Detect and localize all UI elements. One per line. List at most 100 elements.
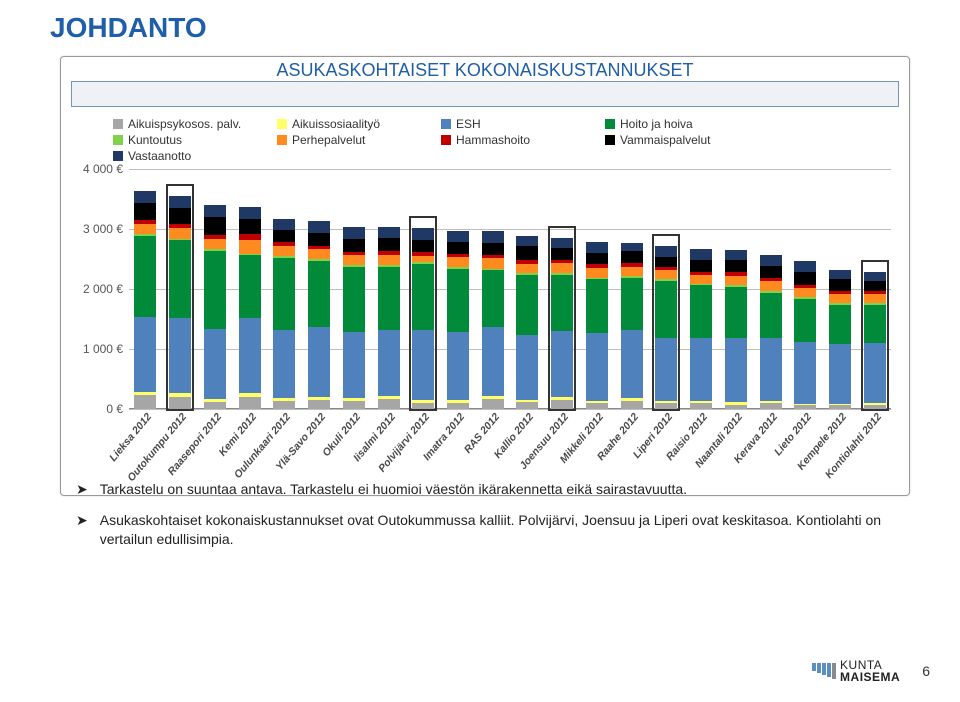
legend-label: Perhepalvelut	[292, 133, 365, 147]
bar-slot	[858, 169, 891, 409]
bar-segment	[551, 400, 573, 409]
bar-slot	[476, 169, 509, 409]
logo-bars-icon	[812, 663, 836, 679]
bar	[482, 231, 504, 409]
bar	[516, 236, 538, 409]
bar-segment	[725, 338, 747, 402]
bar-segment	[551, 275, 573, 331]
bar-segment	[621, 267, 643, 277]
bar	[273, 219, 295, 409]
legend-swatch	[441, 135, 451, 145]
bar-slot	[233, 169, 266, 409]
bar-segment	[690, 403, 712, 409]
bar-segment	[794, 272, 816, 285]
bar-segment	[482, 258, 504, 268]
legend-label: Vastaanotto	[128, 149, 191, 163]
bar-segment	[378, 255, 400, 265]
bar-segment	[308, 400, 330, 409]
bar-segment	[308, 327, 330, 397]
bar-segment	[204, 402, 226, 409]
bar-segment	[239, 255, 261, 317]
note-text: Tarkastelu on suuntaa antava. Tarkastelu…	[100, 480, 687, 499]
logo-label: KUNTAMAISEMA	[840, 659, 900, 684]
bar-segment	[586, 403, 608, 409]
bar-segment	[239, 397, 261, 409]
bar	[586, 242, 608, 409]
bar-slot	[198, 169, 231, 409]
legend-item: Hoito ja hoiva	[605, 117, 755, 131]
bar-segment	[586, 253, 608, 264]
bar-segment	[655, 257, 677, 268]
bar-segment	[378, 227, 400, 238]
chart-card: ASUKASKOHTAISET KOKONAISKUSTANNUKSET Aik…	[60, 56, 910, 496]
bar-segment	[169, 397, 191, 409]
bar-segment	[169, 228, 191, 238]
legend-label: ESH	[456, 117, 481, 131]
bar-segment	[169, 318, 191, 393]
list-item: ➤ Asukaskohtaiset kokonaiskustannukset o…	[76, 511, 900, 549]
bar-segment	[655, 281, 677, 337]
notes: ➤ Tarkastelu on suuntaa antava. Tarkaste…	[76, 480, 900, 561]
bar-segment	[829, 270, 851, 279]
legend-swatch	[605, 119, 615, 129]
bar-slot	[615, 169, 648, 409]
bar-slot	[337, 169, 370, 409]
legend: Aikuispsykosos. palv.AikuissosiaalityöES…	[71, 107, 899, 167]
logo: KUNTAMAISEMA	[812, 659, 900, 684]
bar-segment	[586, 268, 608, 278]
page-number: 6	[922, 663, 930, 679]
bar-segment	[794, 288, 816, 297]
bar	[204, 205, 226, 409]
bar	[794, 261, 816, 409]
bar-segment	[829, 405, 851, 409]
bar-segment	[760, 281, 782, 291]
bar-slot	[650, 169, 683, 409]
bar	[239, 207, 261, 409]
bar-segment	[794, 342, 816, 403]
bar	[760, 255, 782, 409]
bar-segment	[169, 196, 191, 208]
bar-segment	[794, 299, 816, 342]
legend-label: Hammashoito	[456, 133, 530, 147]
bar-segment	[864, 305, 886, 343]
bar-segment	[655, 403, 677, 409]
bar-slot	[372, 169, 405, 409]
bar-segment	[829, 294, 851, 303]
bar-segment	[273, 330, 295, 398]
note-text: Asukaskohtaiset kokonaiskustannukset ova…	[100, 511, 900, 549]
bar-slot	[824, 169, 857, 409]
bar-segment	[794, 405, 816, 409]
bars	[129, 169, 891, 409]
bar-segment	[273, 219, 295, 230]
bar-segment	[204, 251, 226, 328]
legend-item: Aikuispsykosos. palv.	[113, 117, 263, 131]
bar-segment	[134, 203, 156, 220]
bar-segment	[239, 318, 261, 394]
bar-segment	[134, 236, 156, 317]
bar-slot	[546, 169, 579, 409]
bar	[864, 272, 886, 409]
bar-segment	[516, 264, 538, 273]
bar-segment	[204, 329, 226, 399]
legend-item: Vastaanotto	[113, 149, 263, 163]
bar-segment	[412, 240, 434, 253]
bar-segment	[308, 221, 330, 232]
bar-slot	[303, 169, 336, 409]
bar-segment	[725, 276, 747, 285]
bar-slot	[719, 169, 752, 409]
chart-title: ASUKASKOHTAISET KOKONAISKUSTANNUKSET	[266, 60, 703, 81]
bar-segment	[725, 260, 747, 272]
bar-segment	[239, 240, 261, 254]
y-tick-label: 4 000 €	[73, 162, 123, 176]
bar	[169, 196, 191, 409]
bar-segment	[482, 231, 504, 242]
bar-segment	[690, 338, 712, 401]
bar-segment	[273, 246, 295, 256]
bar-segment	[134, 317, 156, 392]
bar-segment	[864, 343, 886, 403]
list-item: ➤ Tarkastelu on suuntaa antava. Tarkaste…	[76, 480, 900, 499]
bar-segment	[794, 261, 816, 271]
bar-segment	[621, 401, 643, 409]
bar-segment	[621, 330, 643, 397]
bar-segment	[760, 266, 782, 278]
